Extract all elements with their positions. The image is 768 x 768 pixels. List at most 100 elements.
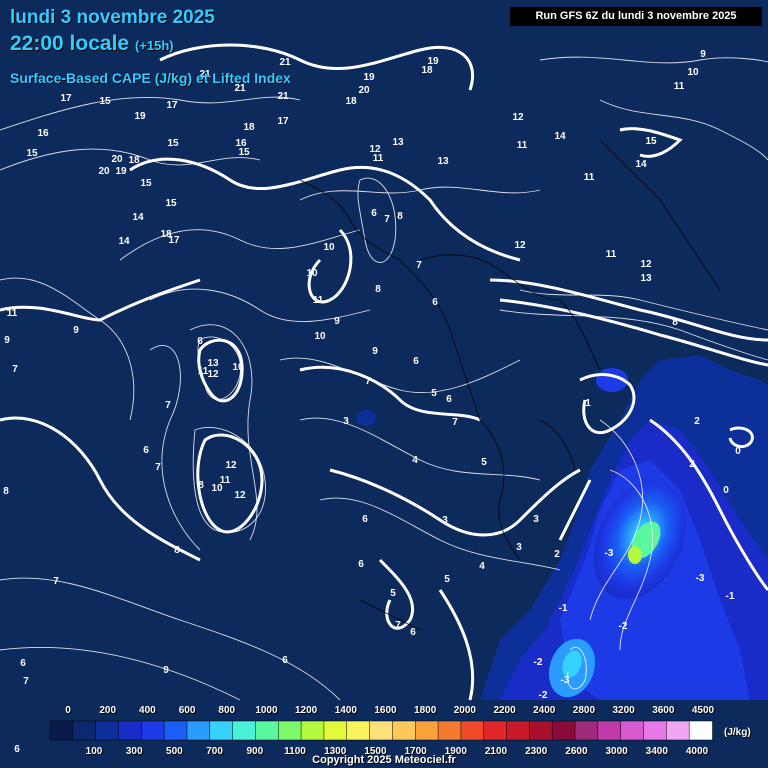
- legend-swatch: [278, 720, 302, 741]
- legend-swatch: [551, 720, 576, 741]
- li-value-label: -1: [726, 591, 735, 602]
- li-value-label: 21: [277, 91, 289, 102]
- legend-bottom-label: 4000: [685, 746, 709, 757]
- li-value-label: 15: [26, 148, 38, 159]
- li-value-label: 13: [640, 273, 652, 284]
- li-value-label: 3: [516, 542, 522, 553]
- legend-swatch: [460, 720, 485, 741]
- li-value-label: 11: [373, 153, 384, 164]
- li-value-label: 6: [410, 627, 416, 638]
- li-value-label: 10: [687, 67, 699, 78]
- li-value-label: -2: [534, 657, 543, 668]
- li-value-label: 5: [390, 588, 396, 599]
- legend-bottom-label: 500: [166, 746, 183, 757]
- li-value-label: 14: [132, 212, 144, 223]
- li-value-label: 10: [232, 362, 244, 373]
- li-value-label: 15: [99, 96, 111, 107]
- li-value-label: 12: [512, 112, 524, 123]
- li-value-label: 7: [384, 214, 390, 225]
- li-value-label: 11: [220, 475, 231, 486]
- local-time: 22:00 locale: [10, 32, 130, 55]
- time-title: 22:00 locale (+15h): [10, 32, 174, 58]
- li-value-label: 17: [277, 116, 289, 127]
- li-value-label: 17: [60, 93, 72, 104]
- legend-top-label: 1200: [295, 705, 318, 716]
- li-value-label: -2: [619, 621, 628, 632]
- legend-bottom-label: 1100: [284, 746, 306, 757]
- li-value-label: 9: [372, 346, 378, 357]
- li-value-label: 9: [700, 49, 706, 60]
- li-value-label: 19: [427, 56, 439, 67]
- li-value-label: 18: [345, 96, 357, 107]
- li-value-label: 18: [421, 65, 433, 76]
- legend-swatch: [255, 720, 280, 741]
- legend-top-label: 2400: [533, 705, 556, 716]
- li-value-label: 11: [606, 249, 617, 260]
- copyright: Copyright 2025 Meteociel.fr: [312, 754, 456, 766]
- legend-swatch: [209, 720, 234, 741]
- li-value-label: 15: [645, 136, 657, 147]
- li-value-label: 12: [225, 460, 237, 471]
- li-value-label: 11: [584, 172, 595, 183]
- legend-swatch: [323, 720, 348, 741]
- li-value-label: 3: [343, 416, 349, 427]
- li-value-label: 0: [723, 485, 729, 496]
- legend-swatch: [300, 720, 325, 741]
- li-value-label: 3: [533, 514, 539, 525]
- legend-top-label: 1400: [334, 705, 357, 716]
- li-value-label: 17: [168, 235, 180, 246]
- li-value-label: 10: [323, 242, 335, 253]
- legend-unit: (J/kg): [724, 727, 751, 738]
- li-value-label: 6: [143, 445, 149, 456]
- li-value-label: 6: [20, 658, 26, 669]
- color-legend: [49, 720, 713, 741]
- li-value-label: 14: [118, 236, 130, 247]
- legend-top-label: 3600: [652, 705, 675, 716]
- legend-swatch: [643, 720, 668, 741]
- legend-top-label: 1600: [374, 705, 397, 716]
- legend-swatch: [483, 720, 508, 741]
- li-value-label: 15: [167, 138, 179, 149]
- li-value-label: 4: [412, 455, 418, 466]
- legend-swatch: [506, 720, 531, 741]
- thick-isolines: [0, 43, 768, 701]
- legend-swatch: [232, 720, 257, 741]
- legend-bottom-label: 1500: [364, 746, 387, 757]
- li-value-label: 18: [243, 122, 255, 133]
- li-value-label: 2: [689, 459, 695, 470]
- legend-swatches: [49, 720, 713, 741]
- li-value-label: 9: [73, 325, 79, 336]
- li-value-label: -3: [696, 573, 705, 584]
- legend-swatch: [688, 720, 713, 741]
- li-value-label: 18: [128, 155, 140, 166]
- legend-bottom-label: 2100: [484, 746, 508, 757]
- li-value-label: 7: [395, 620, 401, 631]
- legend-swatch: [118, 720, 143, 741]
- li-value-label: 7: [53, 576, 59, 587]
- legend-top-label: 400: [139, 705, 156, 716]
- li-value-label: 6: [362, 514, 368, 525]
- lifted-index-labels: 17 15 172121212119201819181615191518161517…: [3, 49, 741, 755]
- li-value-label: 15: [165, 198, 177, 209]
- li-value-label: 20: [98, 166, 110, 177]
- li-value-label: 11: [517, 140, 528, 151]
- li-value-label: 19: [115, 166, 127, 177]
- li-value-label: 0: [735, 446, 741, 457]
- legend-swatch: [141, 720, 165, 741]
- li-value-label: 5: [481, 457, 487, 468]
- li-value-label: -3: [561, 675, 570, 686]
- li-value-label: 12: [640, 259, 652, 270]
- li-value-label: 3: [442, 515, 448, 526]
- legend-swatch: [574, 720, 599, 741]
- li-value-label: 7: [416, 260, 422, 271]
- li-value-label: 16: [235, 138, 247, 149]
- li-value-label: -2: [539, 690, 548, 701]
- li-value-label: 7: [365, 376, 371, 387]
- li-value-label: 11: [7, 308, 18, 319]
- legend-top-label: 1800: [414, 705, 437, 716]
- legend-top-label: 2000: [453, 705, 476, 716]
- li-value-label: 6: [197, 336, 203, 347]
- legend-bottom-label: 3400: [645, 746, 668, 757]
- legend-bottom-label: 3000: [605, 746, 628, 757]
